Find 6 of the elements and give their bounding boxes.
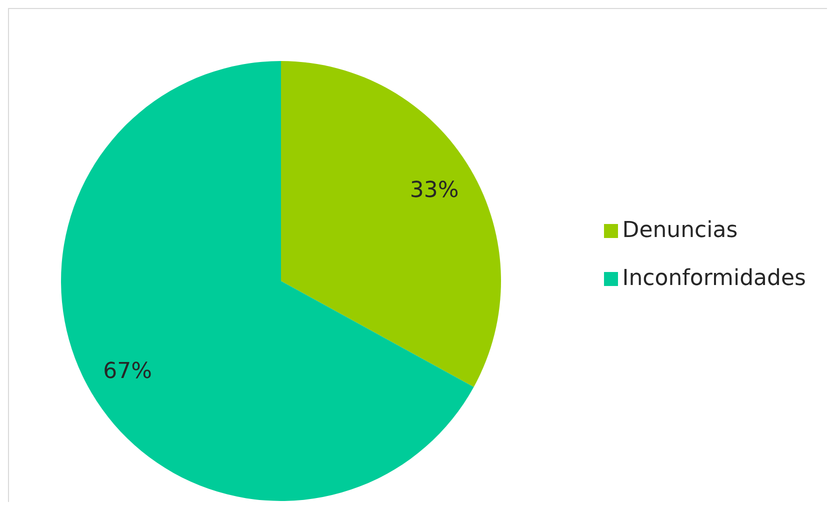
- legend-label: Inconformidades: [622, 266, 806, 291]
- pie-slice: [281, 61, 501, 387]
- pie-slice: [61, 61, 474, 501]
- data-label: 33%: [410, 178, 459, 203]
- legend-label: Denuncias: [622, 218, 738, 243]
- data-label: 67%: [103, 359, 152, 384]
